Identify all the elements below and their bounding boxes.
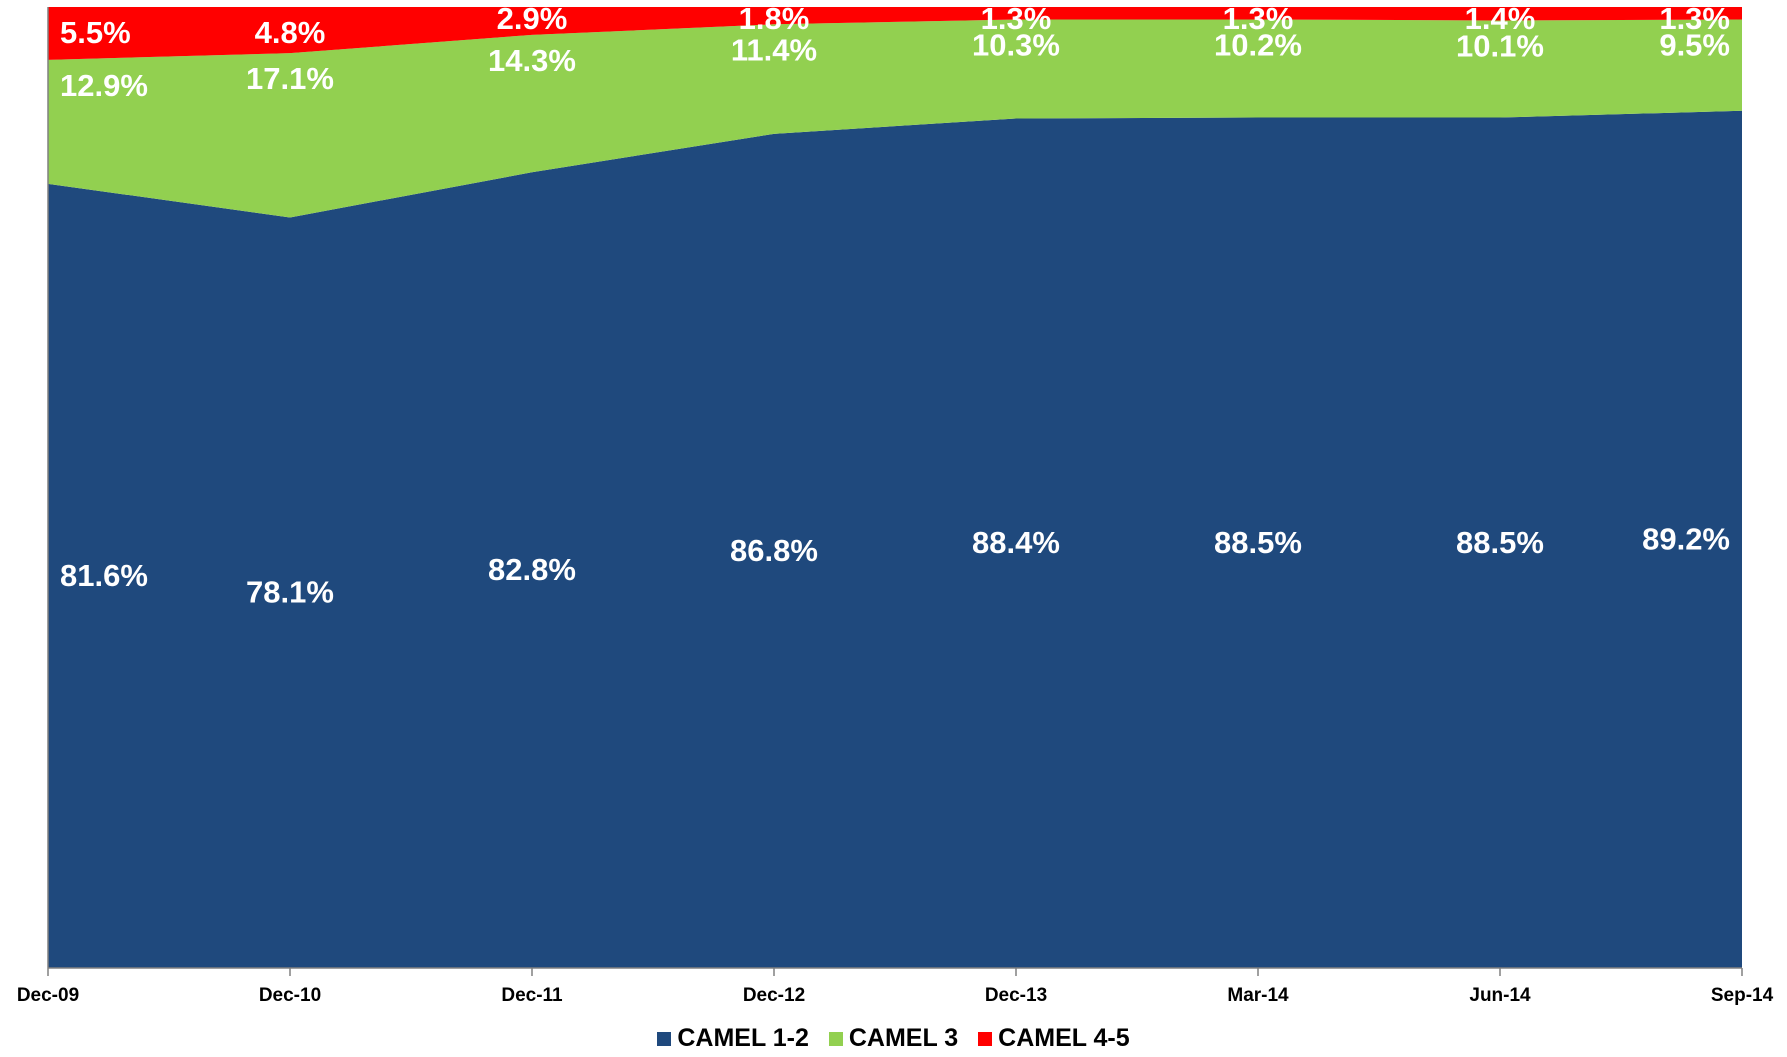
data-label: 88.5% bbox=[1456, 525, 1544, 560]
x-tick-label: Dec-09 bbox=[17, 985, 79, 1006]
data-label: 12.9% bbox=[60, 68, 148, 103]
data-label: 89.2% bbox=[1642, 521, 1730, 556]
data-label: 4.8% bbox=[255, 15, 326, 50]
x-tick-label: Jun-14 bbox=[1469, 985, 1531, 1006]
data-label: 86.8% bbox=[730, 533, 818, 568]
x-tick-label: Dec-10 bbox=[259, 985, 321, 1006]
legend-swatch bbox=[828, 1031, 843, 1046]
data-label: 81.6% bbox=[60, 558, 148, 593]
data-label: 11.4% bbox=[731, 32, 817, 67]
x-tick-label: Mar-14 bbox=[1227, 985, 1289, 1006]
area-series-camel-3 bbox=[48, 19, 1742, 218]
data-label: 10.1% bbox=[1456, 28, 1544, 63]
chart-svg: Dec-09 Dec-10 Dec-11 Dec-12 Dec-13 Mar-14 Jun-… bbox=[16, 1, 1774, 1006]
data-label: 82.8% bbox=[488, 552, 576, 587]
x-axis: Dec-09 Dec-10 Dec-11 Dec-12 Dec-13 Mar-14 Jun-… bbox=[17, 7, 1774, 1006]
legend-label: CAMEL 1-2 bbox=[677, 1024, 809, 1052]
data-label: 1.3% bbox=[1659, 1, 1730, 36]
data-label: 1.3% bbox=[981, 1, 1052, 36]
areas-layer bbox=[48, 7, 1742, 969]
x-tick-label: Sep-14 bbox=[1711, 985, 1774, 1006]
x-tick-label: Dec-13 bbox=[985, 985, 1047, 1006]
data-labels-layer: 81.6% 78.1% 82.8% 86.8% 88.4% 88.5% 88.5% 89.2%… bbox=[60, 1, 1730, 610]
data-label: 10.3% bbox=[972, 27, 1060, 62]
legend-item: CAMEL 3 bbox=[828, 1024, 959, 1052]
legend-swatch bbox=[978, 1031, 993, 1046]
legend-label: CAMEL 3 bbox=[848, 1024, 959, 1052]
legend: CAMEL 1-2 CAMEL 3 CAMEL 4-5 bbox=[0, 1026, 1787, 1051]
x-tick-label: Dec-12 bbox=[743, 985, 805, 1006]
legend-label: CAMEL 4-5 bbox=[998, 1024, 1130, 1052]
data-label: 78.1% bbox=[246, 575, 334, 610]
data-label: 88.5% bbox=[1214, 525, 1302, 560]
data-label: 14.3% bbox=[488, 43, 576, 78]
data-label: 1.3% bbox=[1223, 1, 1294, 36]
data-label: 1.8% bbox=[739, 1, 810, 36]
legend-item: CAMEL 4-5 bbox=[978, 1026, 1130, 1051]
data-label: 9.5% bbox=[1659, 27, 1730, 62]
data-label: 10.2% bbox=[1214, 27, 1302, 62]
data-label: 17.1% bbox=[246, 61, 334, 96]
data-label: 2.9% bbox=[497, 1, 568, 36]
data-label: 88.4% bbox=[972, 525, 1060, 560]
area-series-camel-4-5 bbox=[48, 7, 1742, 60]
legend-swatch bbox=[657, 1031, 672, 1046]
legend-item: CAMEL 1-2 bbox=[657, 1026, 809, 1051]
x-tick-label: Dec-11 bbox=[501, 985, 563, 1006]
area-series-camel-1-2 bbox=[48, 110, 1742, 969]
data-label: 1.4% bbox=[1465, 1, 1536, 36]
data-label: 5.5% bbox=[60, 15, 131, 50]
